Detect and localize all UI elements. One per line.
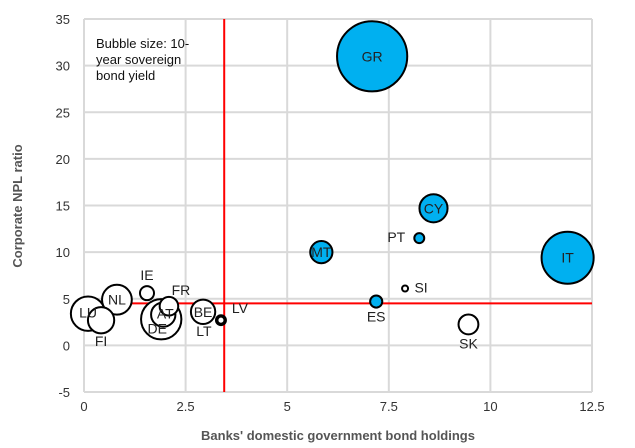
bubble-label-nl: NL xyxy=(108,292,126,308)
bubble-label-es: ES xyxy=(367,309,386,325)
x-tick-labels: 0 2.5 5 7.5 10 12.5 xyxy=(80,399,604,414)
bubble-be xyxy=(189,298,217,325)
bubble-label-lv: LV xyxy=(232,300,249,316)
x-tick-label: 0 xyxy=(80,399,87,414)
y-tick-label: 0 xyxy=(63,338,70,353)
bubble-lv xyxy=(216,315,226,325)
y-tick-label: -5 xyxy=(58,385,70,400)
bubble-label-at: AT xyxy=(157,306,174,322)
y-tick-label: 25 xyxy=(56,105,70,120)
bubble-ie xyxy=(138,285,156,302)
y-tick-label: 20 xyxy=(56,152,70,167)
x-tick-label: 10 xyxy=(483,399,497,414)
bubble-cy xyxy=(418,193,449,224)
x-tick-label: 7.5 xyxy=(380,399,398,414)
x-tick-label: 2.5 xyxy=(177,399,195,414)
bubble-label-be: BE xyxy=(194,304,213,320)
bubble-label-ie: IE xyxy=(140,267,153,283)
y-tick-label: 30 xyxy=(56,59,70,74)
bubble-es xyxy=(369,294,384,309)
bubble-sk xyxy=(457,313,480,336)
annotation-line-3: bond yield xyxy=(96,68,155,83)
x-axis-title: Banks' domestic government bond holdings xyxy=(201,428,475,443)
bubble-label-de: DE xyxy=(147,320,166,336)
annotation-line-2: year sovereign xyxy=(96,52,181,67)
bubble-fi xyxy=(86,306,116,335)
bubbles xyxy=(69,20,595,341)
bubble-label-it: IT xyxy=(561,250,574,266)
bubble-nl xyxy=(101,283,133,316)
x-tick-label: 5 xyxy=(284,399,291,414)
bubble-it xyxy=(540,230,595,285)
bubble-pt xyxy=(413,232,426,245)
y-tick-label: 15 xyxy=(56,199,70,214)
bubble-label-lt: LT xyxy=(196,323,212,339)
x-tick-label: 12.5 xyxy=(579,399,604,414)
bubble-label-pt: PT xyxy=(387,229,405,245)
bubble-fr xyxy=(158,295,180,317)
y-tick-label: 10 xyxy=(56,245,70,260)
bubble-label-sk: SK xyxy=(459,335,478,351)
bubble-label-cy: CY xyxy=(424,200,444,216)
y-tick-labels: -5 0 5 10 15 20 25 30 35 xyxy=(56,12,70,400)
annotation-line-1: Bubble size: 10- xyxy=(96,36,189,51)
bubble-label-gr: GR xyxy=(362,48,383,64)
bubble-label-lu: LU xyxy=(79,305,97,321)
y-tick-label: 5 xyxy=(63,292,70,307)
bubble-label-si: SI xyxy=(414,279,427,295)
bubble-label-mt: MT xyxy=(311,244,332,260)
bubble-si xyxy=(401,284,410,293)
y-tick-label: 35 xyxy=(56,12,70,27)
bubble-label-fr: FR xyxy=(172,282,191,298)
bubble-label-fi: FI xyxy=(95,333,107,349)
bubble-mt xyxy=(309,240,334,265)
bubble-gr xyxy=(336,20,409,93)
y-axis-title: Corporate NPL ratio xyxy=(10,144,25,267)
